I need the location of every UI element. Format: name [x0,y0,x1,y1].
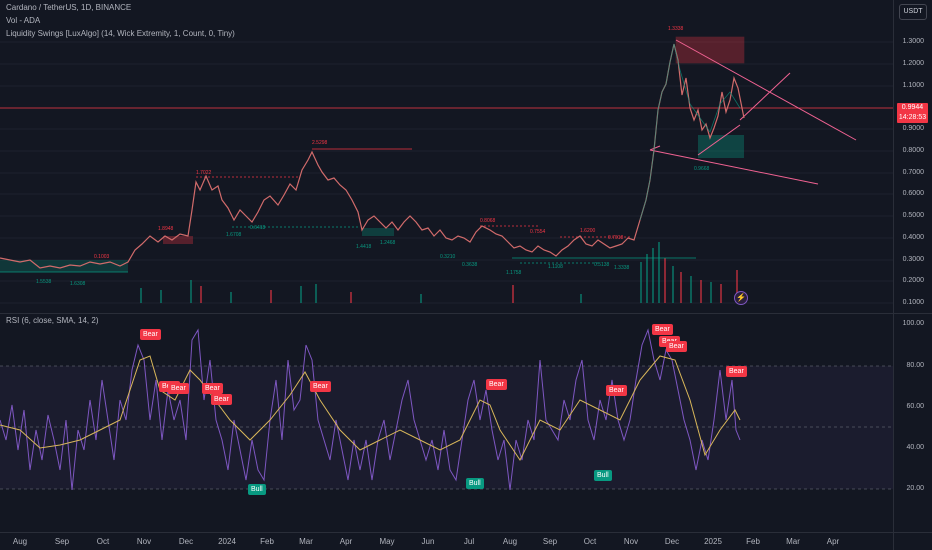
swing-label: 0.7554 [530,229,546,235]
rsi-tick: 60.00 [906,403,924,410]
rsi-ma-line [0,355,741,461]
swing-label: 0.9668 [694,166,710,172]
rsi-tick: 40.00 [906,444,924,451]
bear-signal: Bear [310,381,331,392]
bear-signal: Bear [652,324,673,335]
x-tick: Dec [664,537,680,546]
axis-divider [894,313,932,314]
x-tick: Dec [178,537,194,546]
swing-label: 1.3338 [668,26,684,32]
price-tick: 0.9000 [902,125,924,132]
bear-signal: Bear [211,394,232,405]
swing-label: 0.1003 [94,254,110,260]
bear-signal: Bear [666,341,687,352]
bear-signal: Bear [606,385,627,396]
price-tick: 1.2000 [902,60,924,67]
indicator-legend: Liquidity Swings [LuxAlgo] (14, Wick Ext… [6,29,235,38]
swing-label: 1.1108 [548,264,563,270]
bull-signal: Bull [466,478,484,489]
rsi-tick: 100.00 [902,320,924,327]
rsi-line [0,328,741,491]
x-tick: Nov [623,537,639,546]
swing-label: 0.6418 [250,225,266,231]
swing-label: 1.6708 [226,232,242,238]
swing-label: 0.3210 [440,254,456,260]
swing-label: 0.5138 [594,262,610,268]
x-tick: Oct [96,537,110,546]
x-tick: Feb [260,537,274,546]
x-tick: Mar [299,537,313,546]
x-tick: Sep [542,537,558,546]
swing-label: 0.7018 [608,235,624,241]
bull-signal: Bull [594,470,612,481]
swing-label: 1.7022 [196,170,212,176]
symbol-title: Cardano / TetherUS, 1D, BINANCE [6,3,132,12]
pane-divider[interactable] [0,313,894,314]
swing-label: 1.6308 [70,281,86,287]
bear-signal: Bear [140,329,161,340]
x-tick: Mar [786,537,800,546]
x-tick: Aug [12,537,28,546]
last-price-tag: 0.9944 14:28:53 [897,103,928,123]
bear-signal: Bear [202,383,223,394]
countdown-timer: 14:28:53 [898,114,927,121]
liquidity-zone-low-3 [362,228,394,236]
price-line-up [639,43,741,221]
swing-label: 1.8948 [158,226,174,232]
time-axis[interactable] [0,533,894,550]
price-tick: 0.8000 [902,147,924,154]
x-tick: May [379,537,395,546]
price-tick: 0.2000 [902,277,924,284]
swing-label: 1.2468 [380,240,396,246]
price-tick: 0.5000 [902,212,924,219]
trendlines [649,39,857,185]
x-tick: Nov [136,537,152,546]
price-tick: 0.7000 [902,169,924,176]
x-tick: 2024 [218,537,236,546]
currency-button[interactable]: USDT [899,4,927,20]
time-axis-border [0,532,894,533]
last-price-value: 0.9944 [901,104,924,111]
price-axis[interactable]: USDT 1.3000 1.2000 1.1000 0.9000 0.8000 … [893,0,932,550]
price-tick: 0.3000 [902,256,924,263]
price-tick: 0.1000 [902,299,924,306]
lightning-icon[interactable]: ⚡ [734,291,748,305]
volume-bars [140,242,738,303]
x-tick: Apr [339,537,353,546]
bear-signal: Bear [486,379,507,390]
chart-canvas[interactable] [0,0,894,550]
x-tick: Feb [746,537,760,546]
volume-legend: Vol - ADA [6,16,41,25]
swing-label: 2.5298 [312,140,328,146]
x-tick: Jun [421,537,435,546]
price-tick: 0.4000 [902,234,924,241]
bull-signal: Bull [248,484,266,495]
price-tick: 1.3000 [902,38,924,45]
swing-label: 1.5538 [36,279,52,285]
swing-label: 1.6200 [580,228,596,234]
x-tick: Sep [54,537,70,546]
liquidity-zone-low-2 [698,135,744,158]
x-tick: Apr [826,537,840,546]
price-tick: 1.1000 [902,82,924,89]
swing-label: 0.8068 [480,218,496,224]
x-tick: Oct [583,537,597,546]
rsi-tick: 80.00 [906,362,924,369]
x-tick: Aug [502,537,518,546]
rsi-band [0,366,894,489]
bear-signal: Bear [726,366,747,377]
x-tick: 2025 [704,537,722,546]
rsi-tick: 20.00 [906,485,924,492]
swing-label: 1.3338 [614,265,630,271]
rsi-legend: RSI (6, close, SMA, 14, 2) [6,316,99,325]
swing-label: 0.3638 [462,262,478,268]
bear-signal: Bear [168,383,189,394]
swing-label: 1.1758 [506,270,522,276]
axis-corner [894,532,932,533]
swing-label: 1.4418 [356,244,372,250]
liquidity-zone-high-2 [163,236,193,244]
x-tick: Jul [463,537,475,546]
swing-lines [0,148,696,273]
price-tick: 0.6000 [902,190,924,197]
